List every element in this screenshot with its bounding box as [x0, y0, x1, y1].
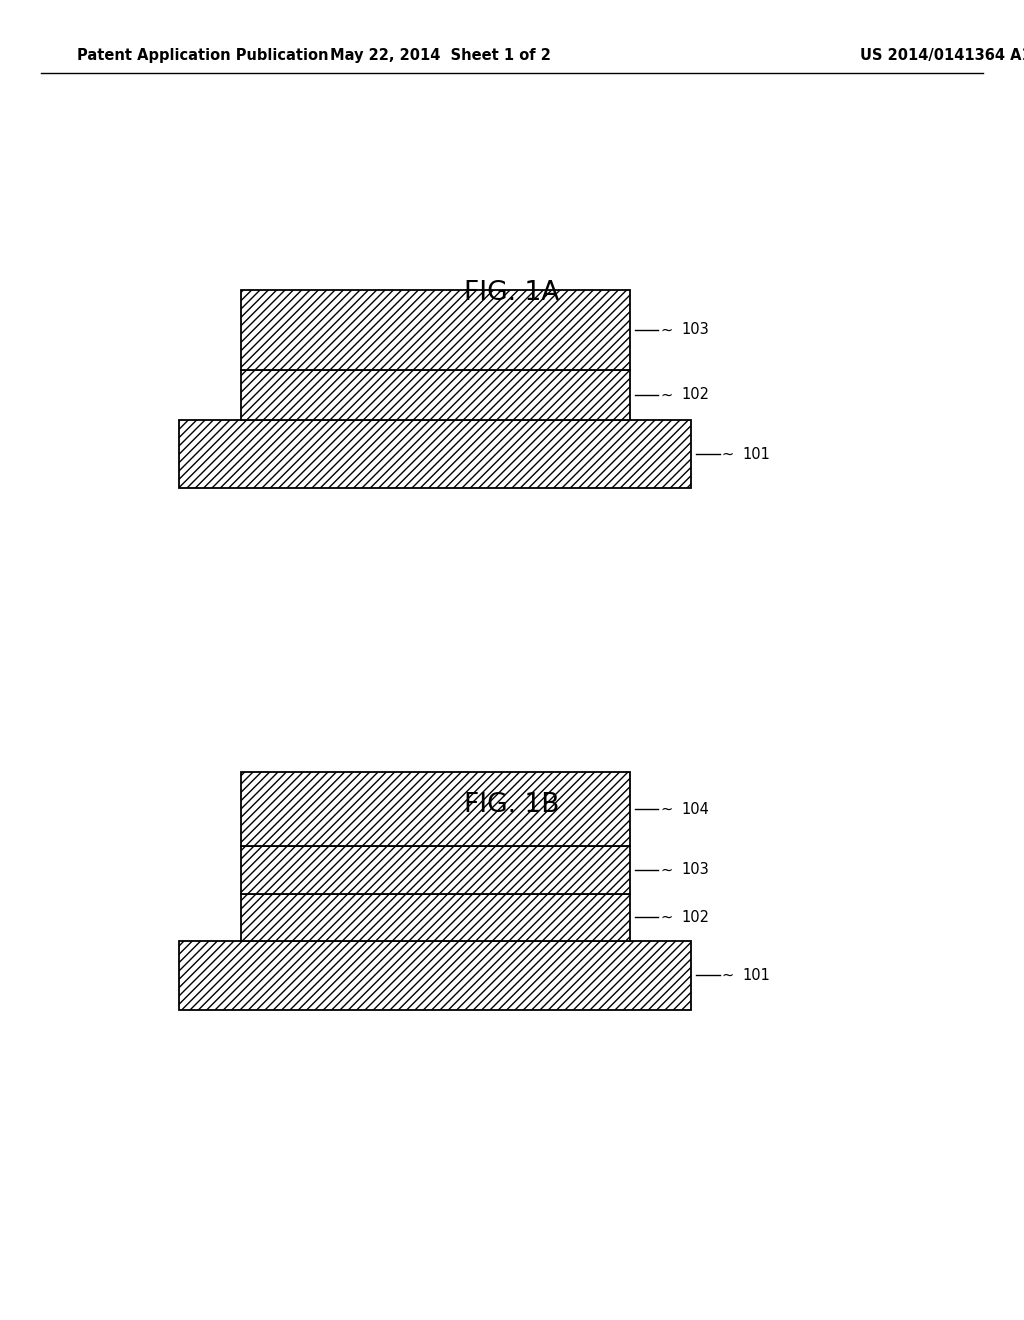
Text: May 22, 2014  Sheet 1 of 2: May 22, 2014 Sheet 1 of 2 [330, 48, 551, 63]
Bar [241, 290, 630, 370]
Text: ~: ~ [660, 801, 673, 817]
Text: FIG. 1B: FIG. 1B [464, 792, 560, 818]
Text: 102: 102 [681, 909, 709, 925]
Text: ~: ~ [660, 322, 673, 338]
Text: ~: ~ [660, 862, 673, 878]
Bar [241, 846, 630, 894]
Bar [179, 420, 691, 488]
Text: ~: ~ [722, 446, 734, 462]
Bar [241, 894, 630, 941]
Text: 103: 103 [681, 322, 709, 338]
Text: Patent Application Publication: Patent Application Publication [77, 48, 329, 63]
Text: 103: 103 [681, 862, 709, 878]
Text: 101: 101 [742, 968, 770, 983]
Bar [179, 941, 691, 1010]
Text: ~: ~ [722, 968, 734, 983]
Text: US 2014/0141364 A1: US 2014/0141364 A1 [860, 48, 1024, 63]
Text: 101: 101 [742, 446, 770, 462]
Text: 102: 102 [681, 387, 709, 403]
Text: ~: ~ [660, 909, 673, 925]
Text: ~: ~ [660, 387, 673, 403]
Text: 104: 104 [681, 801, 709, 817]
Bar [241, 772, 630, 846]
Bar [241, 370, 630, 420]
Text: FIG. 1A: FIG. 1A [464, 280, 560, 306]
